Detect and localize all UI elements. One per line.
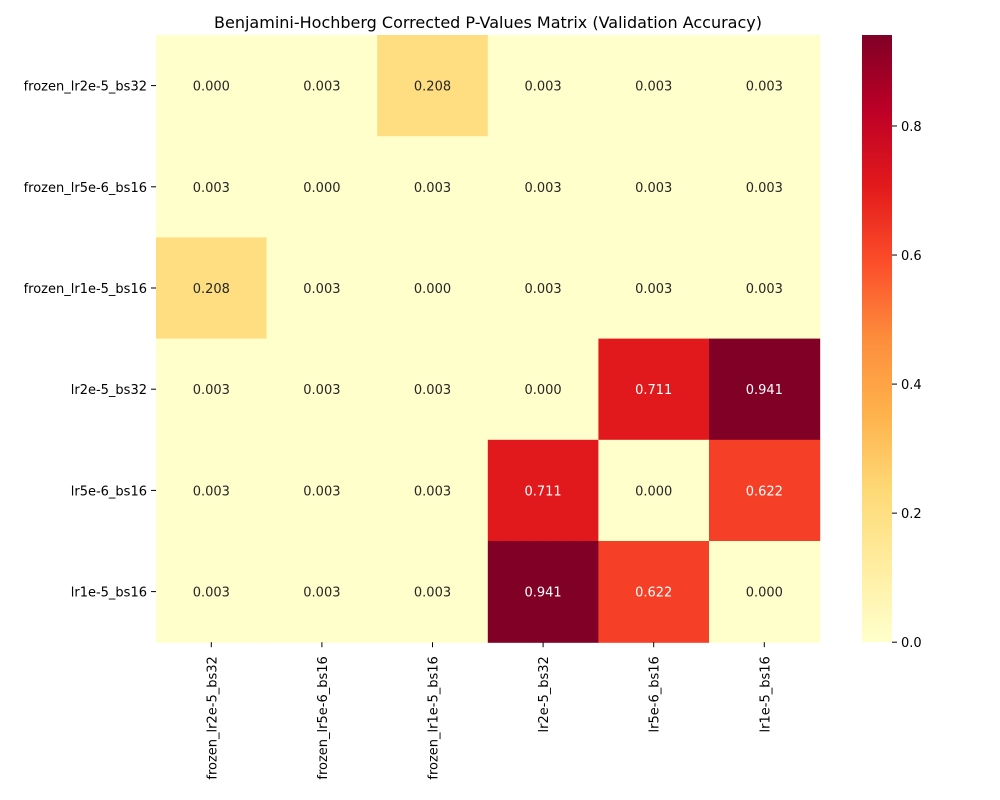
heatmap-cell (266, 439, 378, 542)
cell-value-label: 0.003 (524, 282, 561, 297)
cell-value-label: 0.003 (303, 586, 340, 601)
heatmap-cell (709, 136, 821, 238)
cell-value-label: 0.003 (746, 80, 783, 95)
y-tick-label: lr2e-5_bs32 (71, 383, 147, 398)
heatmap-cell (709, 35, 821, 137)
cell-value-label: 0.000 (635, 484, 672, 499)
cell-value-label: 0.003 (635, 80, 672, 95)
heatmap-cell (487, 338, 599, 441)
cell-value-label: 0.208 (414, 80, 451, 95)
x-tick-label: lr1e-5_bs16 (758, 656, 773, 732)
heatmap-cell (156, 338, 268, 441)
cell-annotations: 0.000 0.003 0.208 0.003 0.003 0.003 0.003 0.000… (193, 80, 783, 601)
cell-value-label: 0.000 (414, 282, 451, 297)
heatmap-cell (377, 237, 489, 340)
heatmap-cell (598, 338, 710, 441)
heatmap-cell (377, 338, 489, 441)
heatmap-cell (266, 35, 378, 137)
y-tick-label: lr1e-5_bs16 (71, 586, 147, 601)
cell-value-label: 0.003 (193, 383, 230, 398)
x-tick-label: frozen_lr1e-5_bs16 (427, 656, 442, 779)
heatmap-cells (156, 35, 821, 643)
cell-value-label: 0.003 (635, 282, 672, 297)
heatmap-cell (156, 439, 268, 542)
cell-value-label: 0.711 (524, 484, 561, 499)
heatmap-cell (598, 35, 710, 137)
colorbar-tick-label: 0.4 (901, 378, 922, 393)
y-tick-label: frozen_lr1e-5_bs16 (24, 282, 147, 297)
cell-value-label: 0.622 (635, 586, 672, 601)
x-axis: frozen_lr2e-5_bs32 frozen_lr5e-6_bs16 froz… (205, 642, 773, 780)
cell-value-label: 0.003 (524, 80, 561, 95)
heatmap-cell (156, 136, 268, 238)
chart-title: Benjamini-Hochberg Corrected P-Values Ma… (214, 13, 762, 32)
heatmap-cell (487, 136, 599, 238)
cell-value-label: 0.941 (746, 383, 783, 398)
cell-value-label: 0.003 (303, 383, 340, 398)
cell-value-label: 0.000 (746, 586, 783, 601)
cell-value-label: 0.003 (746, 181, 783, 196)
cell-value-label: 0.622 (746, 484, 783, 499)
heatmap-cell (709, 237, 821, 340)
cell-value-label: 0.000 (193, 80, 230, 95)
colorbar-tick-label: 0.2 (901, 507, 922, 522)
cell-value-label: 0.000 (524, 383, 561, 398)
cell-value-label: 0.003 (303, 282, 340, 297)
x-tick-label: lr2e-5_bs32 (537, 656, 552, 732)
heatmap-cell (156, 541, 268, 643)
cell-value-label: 0.003 (635, 181, 672, 196)
y-axis: frozen_lr2e-5_bs32 frozen_lr5e-6_bs16froz… (24, 80, 156, 601)
heatmap-cell (709, 338, 821, 441)
heatmap-cell (487, 439, 599, 542)
heatmap-cell (377, 136, 489, 238)
y-tick-label: lr5e-6_bs16 (71, 484, 147, 499)
cell-value-label: 0.003 (303, 484, 340, 499)
cell-value-label: 0.003 (193, 586, 230, 601)
cell-value-label: 0.003 (414, 181, 451, 196)
cell-value-label: 0.003 (746, 282, 783, 297)
heatmap-cell (377, 35, 489, 137)
heatmap-cell (156, 35, 268, 137)
cell-value-label: 0.003 (414, 586, 451, 601)
heatmap-cell (709, 439, 821, 542)
cell-value-label: 0.711 (635, 383, 672, 398)
heatmap-cell (598, 237, 710, 340)
heatmap-cell (266, 237, 378, 340)
heatmap-cell (598, 439, 710, 542)
cell-value-label: 0.003 (193, 484, 230, 499)
cell-value-label: 0.003 (414, 383, 451, 398)
cell-value-label: 0.941 (524, 586, 561, 601)
heatmap-cell (266, 136, 378, 238)
colorbar-tick-label: 0.0 (901, 636, 922, 651)
heatmap-cell (487, 237, 599, 340)
y-tick-label: frozen_lr2e-5_bs32 (24, 80, 147, 95)
heatmap-cell (709, 541, 821, 643)
heatmap-cell (156, 237, 268, 340)
x-tick-label: frozen_lr2e-5_bs32 (205, 656, 220, 779)
colorbar-tick-label: 0.8 (901, 120, 922, 135)
heatmap-cell (487, 541, 599, 643)
cell-value-label: 0.003 (414, 484, 451, 499)
colorbar-tick-label: 0.6 (901, 249, 922, 264)
heatmap-cell (377, 439, 489, 542)
y-tick-label: frozen_lr5e-6_bs16 (24, 181, 147, 196)
cell-value-label: 0.003 (193, 181, 230, 196)
cell-value-label: 0.000 (303, 181, 340, 196)
heatmap-cell (377, 541, 489, 643)
x-tick-label: frozen_lr5e-6_bs16 (316, 656, 331, 779)
colorbar-scale (862, 35, 892, 643)
cell-value-label: 0.003 (524, 181, 561, 196)
heatmap-cell (487, 35, 599, 137)
colorbar-ticks: 0.0 0.2 0.4 0.6 0.8 (892, 120, 922, 651)
cell-value-label: 0.208 (193, 282, 230, 297)
heatmap-cell (598, 541, 710, 643)
heatmap-cell (598, 136, 710, 238)
heatmap-cell (266, 338, 378, 441)
heatmap-cell (266, 541, 378, 643)
colorbar: 0.0 0.2 0.4 0.6 0.8 (862, 35, 922, 651)
x-tick-label: lr5e-6_bs16 (648, 656, 663, 732)
cell-value-label: 0.003 (303, 80, 340, 95)
